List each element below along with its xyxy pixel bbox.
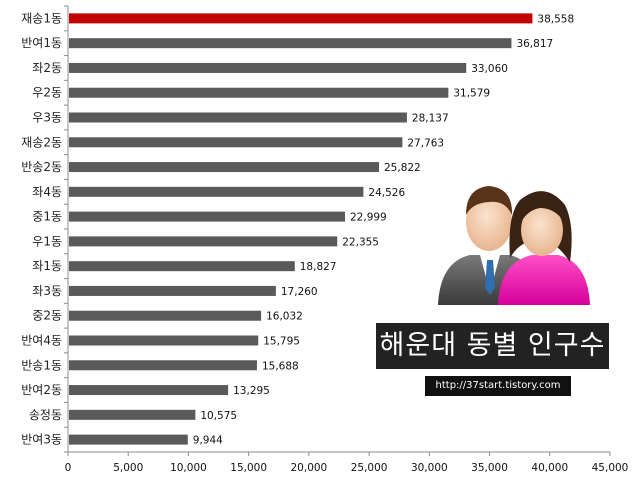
value-label: 18,827 bbox=[300, 261, 337, 273]
category-label: 우3동 bbox=[32, 111, 62, 125]
value-label: 24,526 bbox=[368, 187, 405, 199]
category-label: 좌3동 bbox=[32, 284, 62, 298]
x-tick-label: 5,000 bbox=[113, 462, 143, 474]
bar bbox=[69, 261, 295, 272]
value-label: 33,060 bbox=[471, 63, 508, 75]
x-tick-label: 15,000 bbox=[230, 462, 267, 474]
category-label: 반송1동 bbox=[21, 358, 62, 372]
x-tick-label: 10,000 bbox=[170, 462, 207, 474]
source-url: http://37start.tistory.com bbox=[425, 376, 571, 396]
category-label: 중1동 bbox=[32, 210, 62, 224]
category-label: 우1동 bbox=[32, 234, 62, 248]
category-label: 반여4동 bbox=[21, 334, 62, 348]
category-label: 중2동 bbox=[32, 309, 62, 323]
plot-area: 재송1동 38,558 반여1동 36,817 좌2동 33,060 우2동 31,579 우3… bbox=[21, 5, 629, 474]
x-tick-label: 45,000 bbox=[592, 462, 629, 474]
bar bbox=[69, 434, 188, 445]
bar bbox=[69, 62, 467, 73]
value-label: 25,822 bbox=[384, 162, 421, 174]
bar bbox=[69, 13, 533, 24]
value-label: 15,688 bbox=[262, 360, 299, 372]
bar bbox=[69, 186, 364, 197]
category-label: 재송2동 bbox=[21, 135, 62, 149]
category-label: 송정동 bbox=[29, 408, 62, 422]
x-tick-label: 20,000 bbox=[291, 462, 328, 474]
people-icon bbox=[438, 186, 590, 305]
category-label: 반여3동 bbox=[21, 433, 62, 447]
bar bbox=[69, 87, 449, 98]
bar bbox=[69, 211, 346, 222]
bar bbox=[69, 137, 403, 148]
bar bbox=[69, 112, 407, 123]
value-label: 36,817 bbox=[516, 38, 553, 50]
x-tick-label: 25,000 bbox=[351, 462, 388, 474]
bar bbox=[69, 409, 196, 420]
bar bbox=[69, 162, 380, 173]
value-label: 27,763 bbox=[407, 137, 444, 149]
category-label: 재송1동 bbox=[21, 11, 62, 25]
category-label: 우2동 bbox=[32, 86, 62, 100]
value-label: 16,032 bbox=[266, 311, 303, 323]
value-label: 38,558 bbox=[537, 13, 574, 25]
value-label: 28,137 bbox=[412, 113, 449, 125]
bar bbox=[69, 38, 512, 49]
bar bbox=[69, 236, 338, 247]
value-label: 10,575 bbox=[200, 410, 237, 422]
value-label: 15,795 bbox=[263, 336, 300, 348]
value-label: 13,295 bbox=[233, 385, 270, 397]
value-label: 31,579 bbox=[453, 88, 490, 100]
category-label: 반여2동 bbox=[21, 383, 62, 397]
value-label: 17,260 bbox=[281, 286, 318, 298]
bar bbox=[69, 310, 262, 321]
category-label: 반여1동 bbox=[21, 36, 62, 50]
bar bbox=[69, 360, 257, 371]
value-label: 9,944 bbox=[193, 435, 223, 447]
x-tick-label: 30,000 bbox=[411, 462, 448, 474]
bar bbox=[69, 385, 229, 396]
category-label: 좌4동 bbox=[32, 185, 62, 199]
category-label: 좌2동 bbox=[32, 61, 62, 75]
category-label: 반송2동 bbox=[21, 160, 62, 174]
category-label: 좌1동 bbox=[32, 259, 62, 273]
x-tick-label: 40,000 bbox=[531, 462, 568, 474]
value-label: 22,355 bbox=[342, 236, 379, 248]
x-tick-label: 35,000 bbox=[471, 462, 508, 474]
bar bbox=[69, 335, 259, 346]
chart-title-overlay: 해운대 동별 인구수 bbox=[376, 323, 609, 369]
bar bbox=[69, 285, 276, 296]
x-tick-label: 0 bbox=[65, 462, 72, 474]
value-label: 22,999 bbox=[350, 212, 387, 224]
